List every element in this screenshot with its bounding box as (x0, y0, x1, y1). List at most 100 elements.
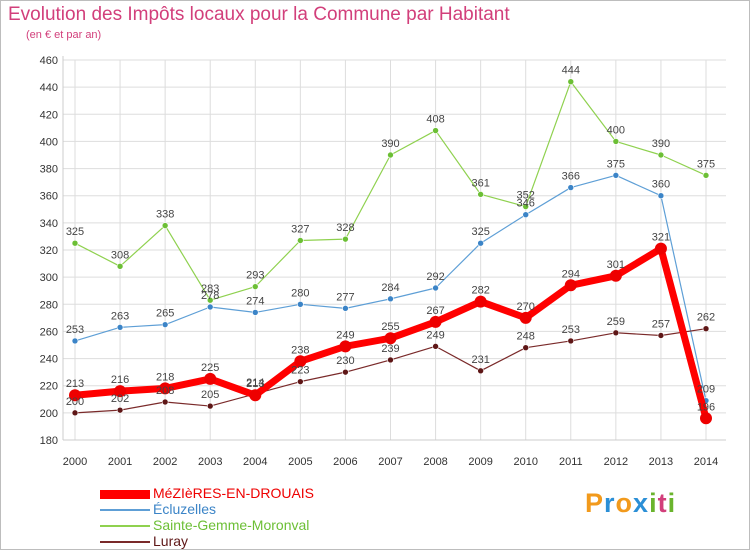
data-label: 352 (517, 190, 535, 202)
data-point (116, 262, 124, 270)
x-tick-label: 2012 (604, 456, 628, 468)
data-label: 213 (246, 378, 264, 390)
y-tick-label: 340 (40, 218, 58, 230)
data-label: 366 (562, 171, 580, 183)
data-point (477, 239, 484, 247)
data-label: 249 (336, 329, 354, 341)
legend-label: MéZIèRES-EN-DROUAIS (153, 485, 315, 501)
x-tick-label: 2001 (108, 456, 132, 468)
data-label: 325 (471, 226, 489, 238)
data-point (297, 300, 304, 308)
data-label: 208 (156, 385, 174, 397)
logo-letter: t (657, 488, 668, 518)
data-label: 292 (426, 271, 444, 283)
data-point (161, 222, 169, 229)
data-point (387, 295, 394, 303)
data-point (432, 127, 439, 134)
y-tick-label: 360 (40, 191, 58, 203)
data-point (567, 337, 575, 345)
data-point (702, 325, 710, 333)
y-tick-label: 420 (40, 109, 58, 121)
y-tick-label: 400 (40, 136, 58, 148)
legend-label: Sainte-Gemme-Moronval (153, 517, 310, 533)
y-tick-label: 200 (40, 408, 58, 420)
y-tick-label: 240 (40, 354, 58, 366)
data-point (204, 372, 217, 385)
data-label: 328 (336, 222, 354, 234)
data-point (297, 378, 304, 385)
data-label: 223 (291, 365, 309, 377)
data-label: 360 (652, 179, 670, 191)
data-label: 293 (246, 270, 264, 282)
y-tick-label: 180 (40, 435, 58, 447)
data-label: 262 (697, 312, 715, 324)
data-point (387, 356, 394, 364)
data-point (477, 367, 484, 375)
data-label: 257 (652, 319, 670, 331)
legend-label: Luray (153, 533, 189, 549)
data-label: 400 (607, 124, 625, 136)
data-point (657, 151, 665, 159)
x-tick-label: 2003 (198, 456, 222, 468)
x-tick-label: 2010 (513, 456, 537, 468)
y-tick-label: 320 (40, 245, 58, 257)
x-tick-label: 2007 (378, 456, 402, 468)
data-point (294, 355, 307, 368)
data-label: 325 (66, 226, 84, 238)
data-point (567, 78, 575, 86)
data-label: 263 (111, 310, 129, 322)
logo-letter: i (649, 488, 658, 518)
data-label: 284 (381, 282, 399, 294)
data-point (206, 303, 214, 311)
logo-letter: x (633, 488, 650, 518)
data-label: 408 (426, 114, 444, 126)
data-label: 346 (517, 198, 535, 210)
data-point (251, 309, 259, 316)
data-label: 283 (201, 283, 219, 295)
data-label: 214 (246, 377, 264, 389)
data-point (249, 389, 262, 402)
data-point (522, 211, 530, 219)
logo-letter: o (615, 488, 634, 518)
data-point (432, 284, 439, 292)
data-point (159, 382, 172, 395)
data-point (429, 315, 442, 328)
data-point (69, 389, 81, 402)
data-label: 375 (607, 158, 625, 170)
data-label: 209 (697, 384, 715, 396)
data-label: 327 (291, 224, 309, 236)
data-point (339, 340, 352, 353)
data-point (342, 235, 349, 243)
data-point (114, 385, 127, 398)
legend-swatch (100, 525, 150, 527)
data-point (522, 203, 530, 210)
chart-subtitle: (en € et par an) (26, 29, 102, 41)
y-tick-label: 460 (40, 55, 58, 67)
data-point (116, 324, 124, 331)
data-point (161, 398, 169, 406)
y-tick-label: 300 (40, 272, 58, 284)
data-label: 200 (66, 396, 84, 408)
legend-swatch (100, 541, 150, 543)
data-point (654, 242, 667, 255)
x-tick-label: 2013 (649, 456, 673, 468)
data-point (387, 151, 394, 159)
data-label: 225 (201, 362, 219, 374)
x-tick-label: 2005 (288, 456, 312, 468)
data-label: 294 (562, 268, 580, 280)
x-tick-label: 2006 (333, 456, 357, 468)
data-point (657, 332, 665, 339)
logo-letter: r (604, 488, 616, 518)
y-tick-label: 440 (40, 82, 58, 94)
data-label: 238 (291, 344, 309, 356)
data-label: 216 (111, 374, 129, 386)
data-point (206, 402, 214, 410)
data-point (432, 343, 439, 350)
data-label: 361 (471, 177, 489, 189)
x-tick-label: 2009 (468, 456, 492, 468)
data-label: 213 (66, 378, 84, 390)
data-label: 248 (517, 331, 535, 343)
data-label: 205 (201, 389, 219, 401)
